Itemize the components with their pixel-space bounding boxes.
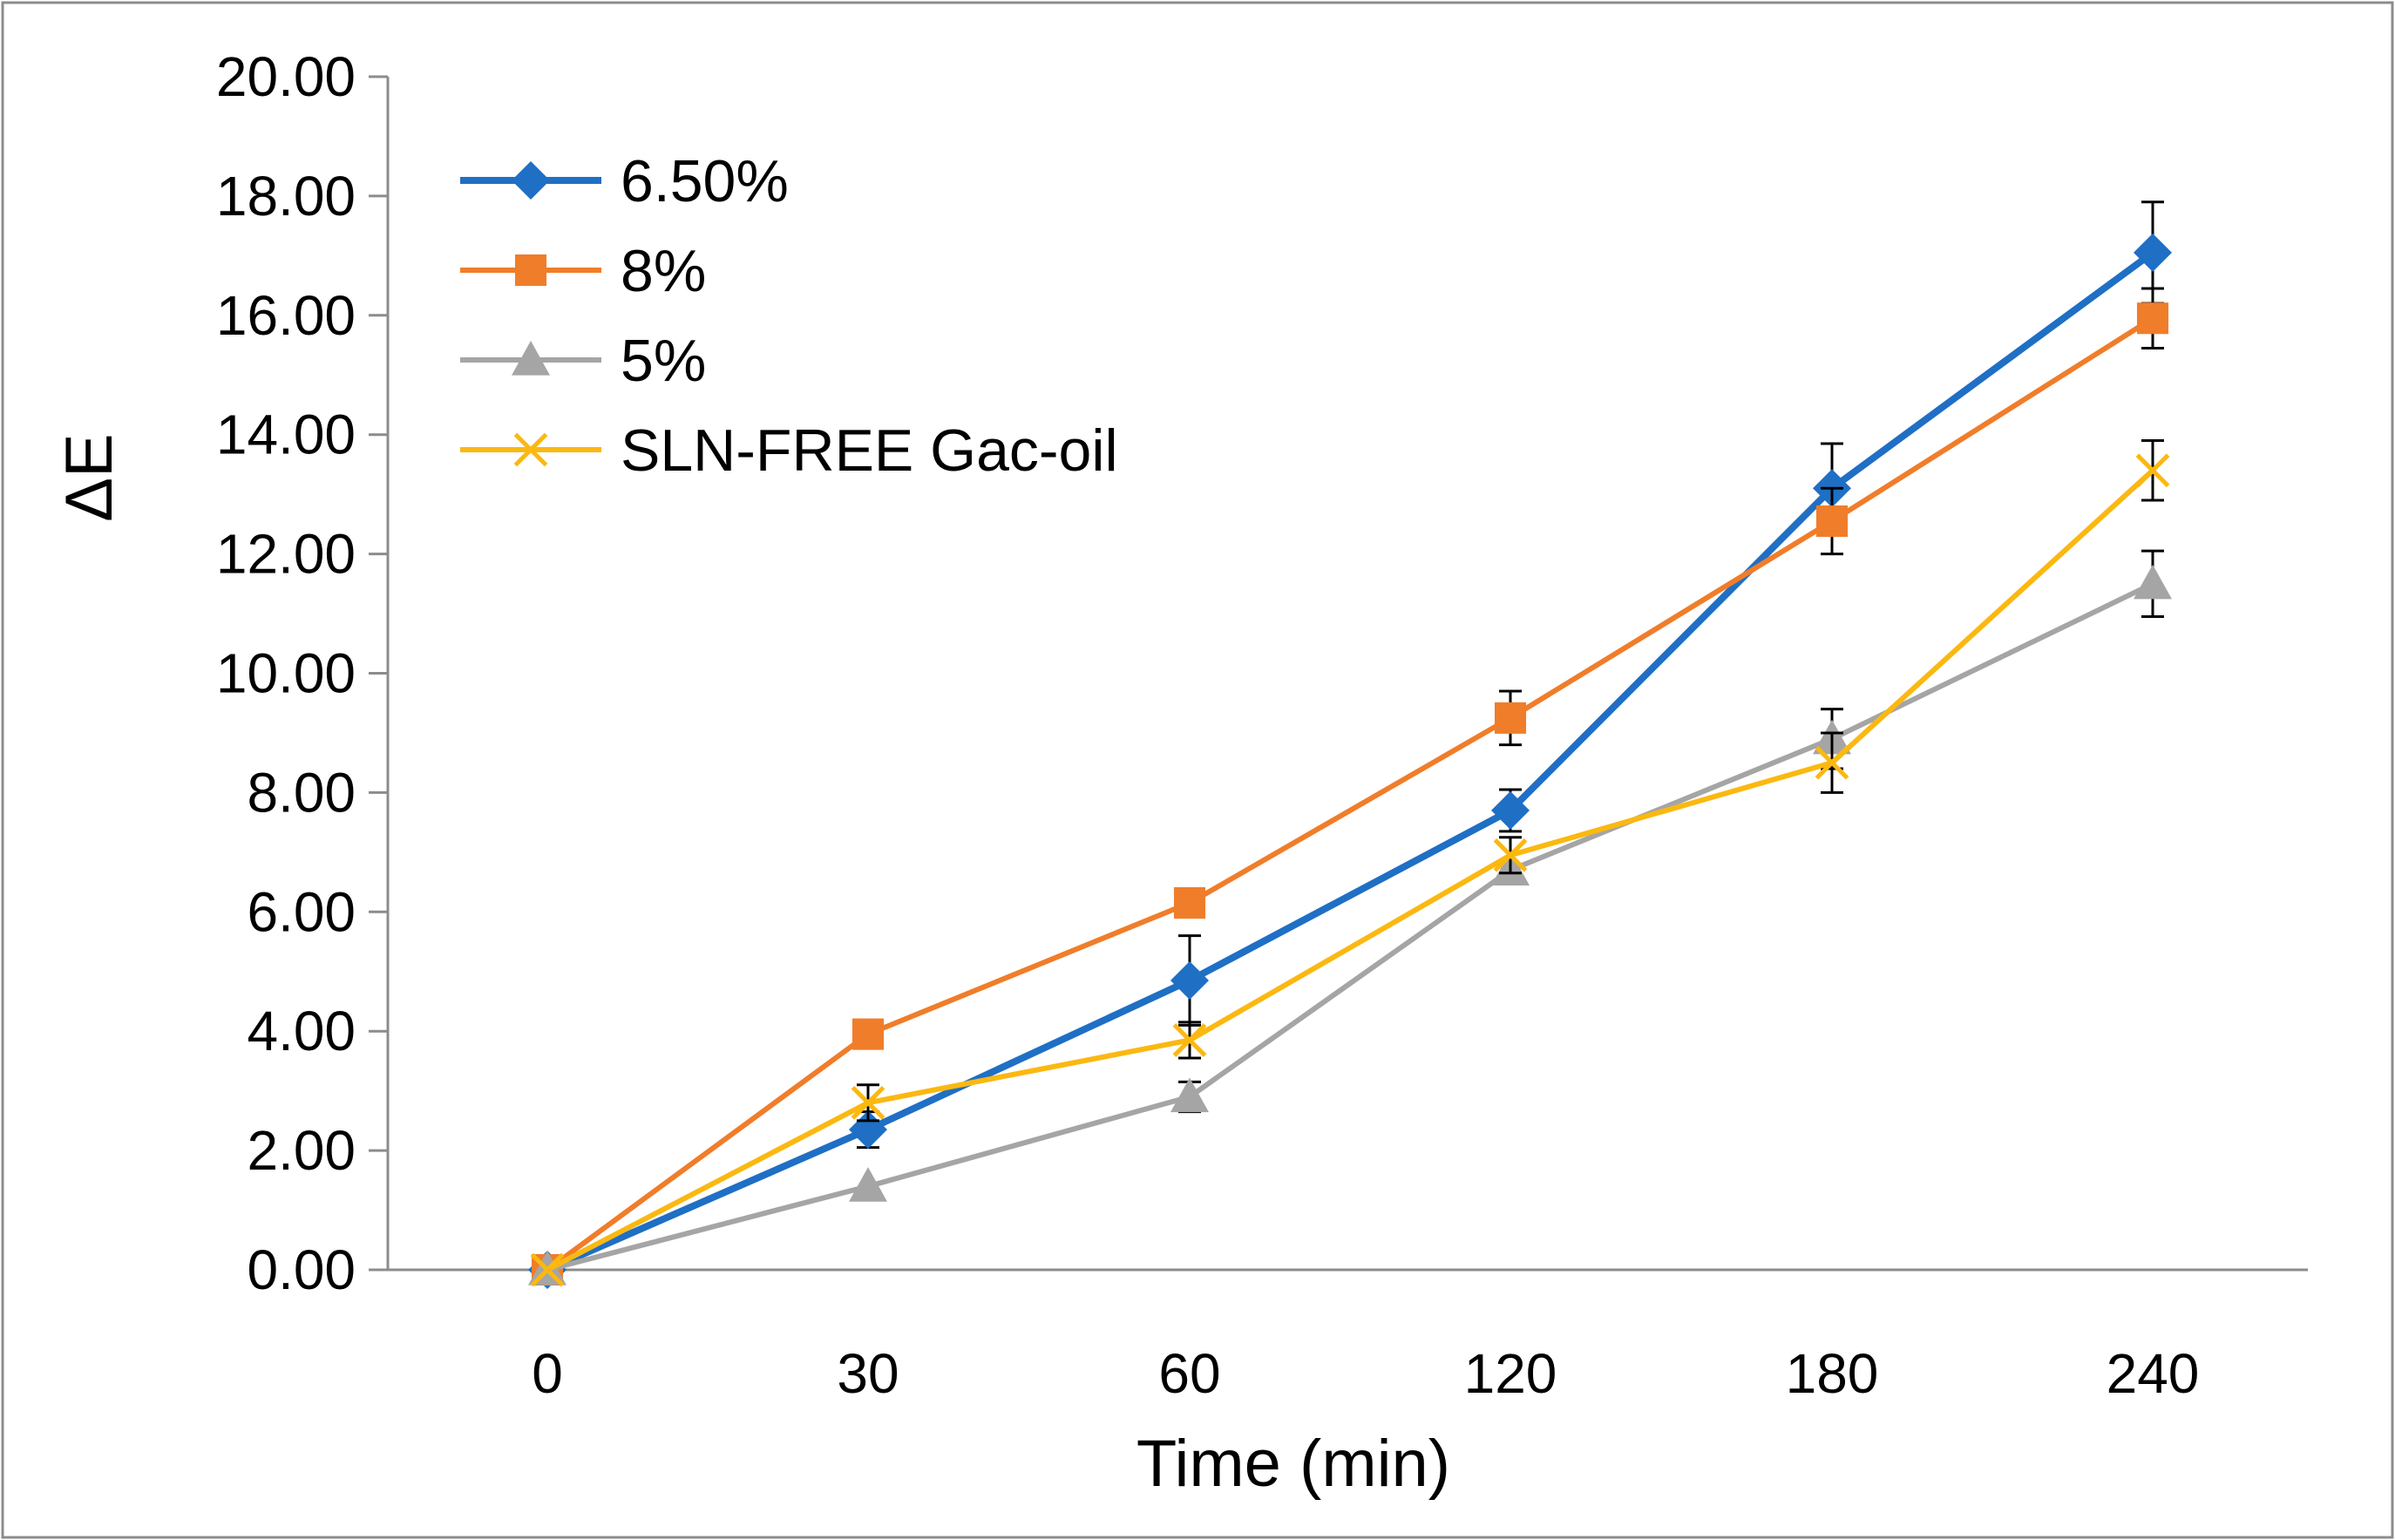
series-line xyxy=(546,468,2155,1272)
series-line xyxy=(546,315,2154,1272)
legend-marker xyxy=(514,254,547,287)
data-point xyxy=(1173,886,1206,919)
x-tick-label: 0 xyxy=(532,1342,563,1405)
data-point xyxy=(851,1018,885,1050)
series-3 xyxy=(530,439,2170,1287)
y-tick-label: 12.00 xyxy=(216,523,356,586)
y-axis-title: ΔE xyxy=(52,433,126,521)
marker-stroke xyxy=(1172,1023,1207,1057)
x-axis-title: Time (min) xyxy=(1136,1427,1450,1501)
x-tick-label: 240 xyxy=(2107,1342,2200,1405)
y-tick-label: 4.00 xyxy=(247,1000,356,1062)
data-point xyxy=(2136,302,2169,335)
x-axis-ticks: 0 30 60 120 180 240 xyxy=(532,1342,2199,1405)
data-point xyxy=(1172,1023,1207,1057)
x-tick-label: 120 xyxy=(1464,1342,1557,1405)
marker-stroke xyxy=(530,1252,565,1287)
y-tick-label: 14.00 xyxy=(216,404,356,466)
legend-marker xyxy=(512,161,550,200)
series-0 xyxy=(528,200,2172,1289)
data-point xyxy=(1815,505,1849,537)
data-point xyxy=(1815,745,1849,780)
marker-stroke xyxy=(1493,838,1528,872)
legend: 6.50% 8% 5% SLN-FREE Gac-oil xyxy=(460,148,1118,484)
legend-item: 5% xyxy=(460,328,706,394)
legend-label: 6.50% xyxy=(621,148,789,214)
data-point xyxy=(1170,961,1209,1001)
legend-item: SLN-FREE Gac-oil xyxy=(460,417,1118,484)
data-point xyxy=(1170,1077,1209,1113)
legend-marker xyxy=(513,432,548,467)
series-layer xyxy=(528,200,2172,1289)
data-point xyxy=(851,1085,885,1120)
legend-marker xyxy=(512,341,550,376)
y-tick-label: 8.00 xyxy=(247,761,356,824)
y-tick-label: 18.00 xyxy=(216,165,356,227)
legend-item: 8% xyxy=(460,238,706,304)
y-tick-label: 10.00 xyxy=(216,642,356,705)
data-point xyxy=(1493,838,1528,872)
y-axis-ticks: 0.00 2.00 4.00 6.00 8.00 10.00 12.00 14.00 16.00… xyxy=(216,45,388,1301)
x-tick-label: 180 xyxy=(1786,1342,1879,1405)
legend-item: 6.50% xyxy=(460,148,789,214)
y-tick-label: 20.00 xyxy=(216,45,356,108)
y-tick-label: 0.00 xyxy=(247,1238,356,1301)
data-point xyxy=(1491,790,1530,830)
legend-label: 8% xyxy=(621,238,706,304)
data-point xyxy=(2134,233,2172,272)
marker-stroke xyxy=(1815,745,1849,780)
data-point xyxy=(1494,702,1527,734)
marker-stroke xyxy=(851,1085,885,1120)
data-point xyxy=(530,1252,565,1287)
y-tick-label: 16.00 xyxy=(216,284,356,347)
y-tick-label: 6.00 xyxy=(247,880,356,943)
x-tick-label: 60 xyxy=(1158,1342,1220,1405)
x-tick-label: 30 xyxy=(837,1342,899,1405)
marker-stroke xyxy=(2135,453,2170,488)
legend-label: SLN-FREE Gac-oil xyxy=(621,417,1118,484)
y-tick-label: 2.00 xyxy=(247,1119,356,1182)
data-point xyxy=(849,1167,887,1202)
data-point xyxy=(2135,453,2170,488)
data-point xyxy=(2134,564,2172,600)
marker-stroke xyxy=(513,432,548,467)
legend-label: 5% xyxy=(621,328,706,394)
series-line xyxy=(546,249,2155,1273)
